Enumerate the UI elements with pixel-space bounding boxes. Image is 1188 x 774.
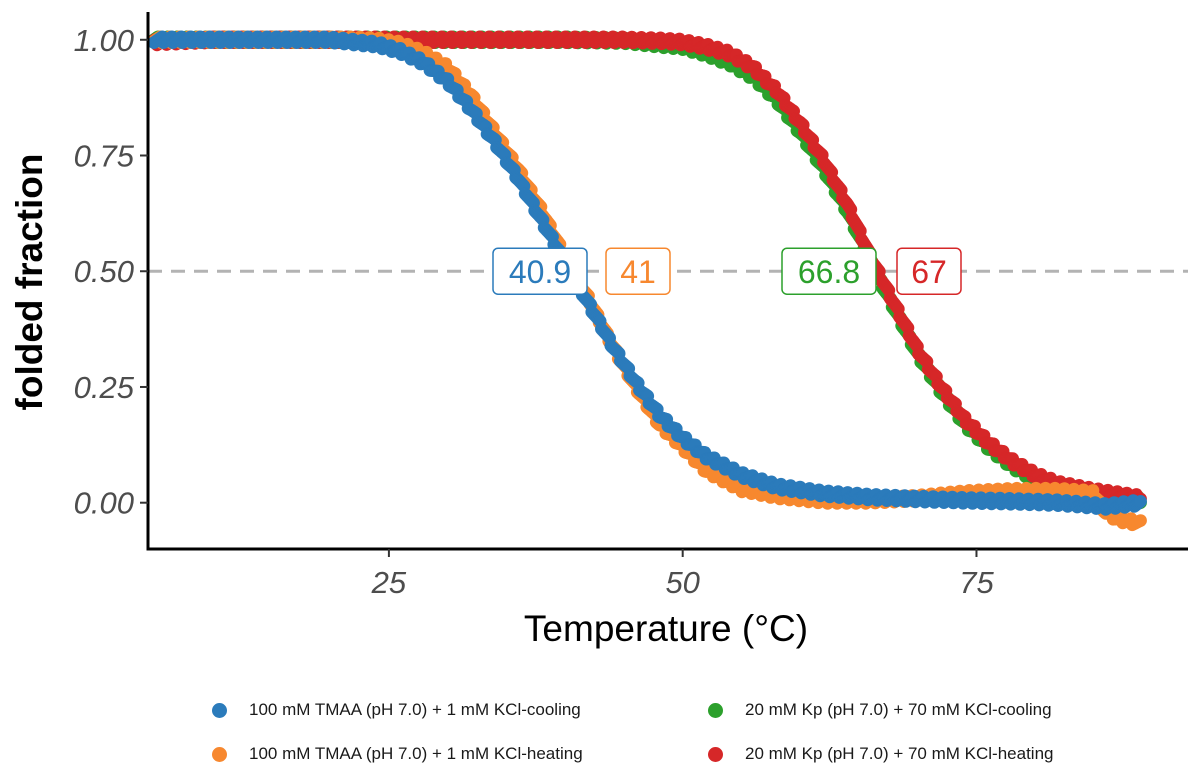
x-tick-label: 50 [665, 565, 699, 600]
tm-label-box [896, 247, 962, 295]
legend: 100 mM TMAA (pH 7.0) + 1 mM KCl-cooling … [212, 700, 1172, 770]
x-tick-label: 25 [371, 565, 407, 600]
legend-label: 20 mM Kp (pH 7.0) + 70 mM KCl-heating [745, 744, 1054, 763]
axes-layer: 0.00 0.25 0.50 0.75 1.00 25 50 75 [74, 12, 1188, 600]
tm-label-text: 66.8 [798, 254, 860, 290]
legend-item-kp-heating: 20 mM Kp (pH 7.0) + 70 mM KCl-heating [708, 744, 1053, 764]
legend-label: 100 mM TMAA (pH 7.0) + 1 mM KCl-heating [249, 744, 583, 763]
data-point [1134, 495, 1147, 508]
x-tick-label: 75 [959, 565, 994, 600]
legend-marker-icon [708, 702, 723, 718]
legend-label: 20 mM Kp (pH 7.0) + 70 mM KCl-cooling [745, 700, 1052, 719]
tm-label-box [781, 247, 877, 295]
y-axis-title: folded fraction [9, 154, 50, 411]
tm-label-3: 67 [896, 247, 962, 295]
series-0 [147, 30, 1147, 516]
y-tick-label: 0.50 [74, 254, 134, 289]
tm-label-box [492, 247, 588, 295]
legend-marker-icon [212, 746, 227, 762]
tm-label-text: 67 [911, 254, 947, 290]
tm-label-2: 66.8 [781, 247, 877, 295]
x-axis-title: Temperature (°C) [524, 608, 808, 649]
tm-label-text: 41 [620, 254, 656, 290]
data-points-layer [147, 30, 1147, 532]
tm-label-1: 41 [605, 247, 671, 295]
y-tick-label: 0.00 [74, 486, 134, 521]
legend-item-tmaa-cooling: 100 mM TMAA (pH 7.0) + 1 mM KCl-cooling [212, 700, 581, 720]
legend-label: 100 mM TMAA (pH 7.0) + 1 mM KCl-cooling [249, 700, 581, 719]
legend-item-kp-cooling: 20 mM Kp (pH 7.0) + 70 mM KCl-cooling [708, 700, 1052, 720]
tm-label-0: 40.9 [492, 247, 588, 295]
legend-marker-icon [708, 746, 723, 762]
y-tick-label: 1.00 [74, 23, 134, 58]
legend-item-tmaa-heating: 100 mM TMAA (pH 7.0) + 1 mM KCl-heating [212, 744, 583, 764]
data-point [1134, 514, 1147, 527]
legend-marker-icon [212, 702, 227, 718]
tm-label-text: 40.9 [509, 254, 571, 290]
y-tick-label: 0.25 [74, 370, 135, 405]
tm-labels-layer: 40.9 41 66.8 67 [492, 247, 962, 295]
y-tick-label: 0.75 [74, 139, 135, 174]
tm-label-box [605, 247, 671, 295]
